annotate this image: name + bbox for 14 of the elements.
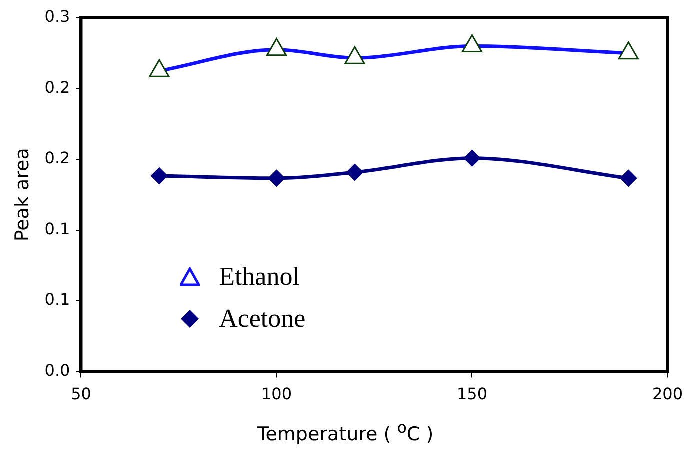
- y-tick-label: 0.1: [44, 290, 70, 310]
- y-tick-label: 0.2: [44, 148, 70, 168]
- x-tick-label: 50: [71, 384, 92, 404]
- y-tick-label: 0.0: [44, 360, 70, 380]
- legend-label: Acetone: [219, 304, 306, 333]
- x-tick-label: 100: [261, 384, 292, 404]
- x-tick-label: 200: [652, 384, 684, 404]
- legend-label: Ethanol: [219, 262, 300, 291]
- x-tick-label: 150: [456, 384, 488, 404]
- y-tick-label: 0.1: [44, 219, 70, 238]
- x-axis-title: Temperature ( $^{o}$C ): [256, 418, 435, 446]
- y-tick-label: 0.2: [44, 78, 70, 97]
- y-axis-title: Peak area: [11, 148, 34, 242]
- y-tick-label: 0.3: [44, 7, 70, 26]
